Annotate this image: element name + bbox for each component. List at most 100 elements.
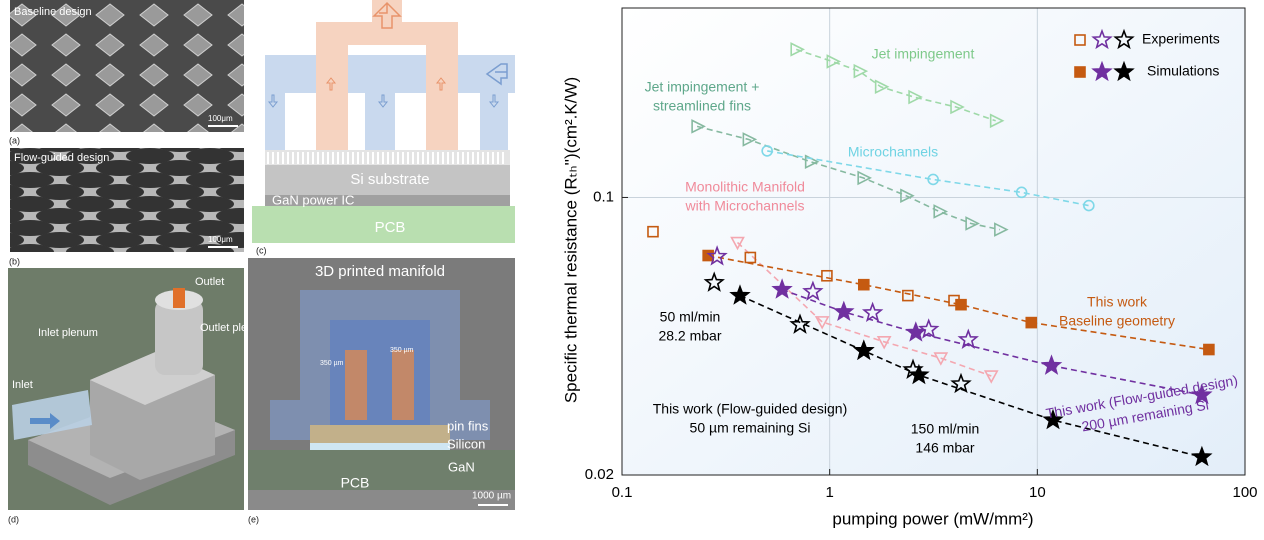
sem-image-a (10, 0, 244, 132)
legend-label: Simulations (1147, 63, 1219, 79)
fit-line (795, 48, 996, 122)
annotation: 146 mbar (915, 440, 974, 456)
layer-label: Silicon (447, 436, 485, 451)
marker (789, 313, 811, 334)
y-tick-label: 0.1 (593, 188, 614, 205)
annotation: Jet impingement + (645, 79, 760, 95)
marker (933, 204, 949, 219)
marker (1015, 186, 1028, 199)
layer-label: PCB (375, 219, 406, 236)
marker (1113, 60, 1135, 82)
layer-label: pin fins (447, 418, 489, 433)
marker (1203, 343, 1215, 356)
fit-line (767, 150, 1089, 207)
marker (950, 99, 965, 115)
marker (833, 300, 855, 322)
annotation: Baseline geometry (1059, 313, 1175, 329)
legend: Experiments Simulations (1074, 28, 1220, 82)
marker (857, 278, 870, 291)
marker (989, 113, 1005, 129)
marker (874, 79, 890, 95)
annotation: 150 ml/min (911, 421, 979, 437)
x-tick-label: 1 (825, 484, 833, 501)
marker (957, 328, 979, 349)
panel-label: (e) (248, 514, 259, 524)
callout: Inlet plenum (38, 327, 98, 339)
schematic-c (252, 0, 515, 243)
marker (814, 316, 830, 330)
x-tick-label: 0.1 (612, 484, 633, 501)
pitch-label: 350 µm (320, 360, 344, 367)
marker (857, 170, 872, 186)
annotation: streamlined fins (653, 98, 751, 114)
marker (729, 284, 751, 305)
pitch-label: 350 µm (390, 347, 414, 354)
marker (790, 42, 805, 57)
scale-label: 100μm (208, 235, 233, 244)
marker (918, 318, 940, 339)
annotation: 28.2 mbar (658, 328, 721, 344)
marker (927, 173, 939, 186)
marker (1074, 34, 1086, 46)
panel-label: (b) (9, 256, 20, 266)
y-axis-label: Specific thermal resistance (Rₜₕ'')(cm².… (561, 77, 580, 403)
x-tick-label: 10 (1029, 484, 1046, 501)
marker (802, 280, 824, 301)
annotation: This work (Flow-guided design) (653, 401, 848, 417)
marker (706, 245, 728, 266)
layer-label: GaN power IC (272, 192, 354, 207)
annotation: Jet impingement (872, 46, 975, 62)
panel-title: 3D printed manifold (315, 263, 445, 280)
panel-title: Flow-guided design (14, 152, 109, 164)
layer-label: GaN (448, 459, 475, 474)
marker (647, 225, 659, 238)
marker (902, 289, 914, 302)
render-d (8, 268, 244, 510)
annotation: 50 µm remaining Si (690, 420, 811, 436)
annotation: Microchannels (848, 144, 938, 160)
marker (900, 188, 915, 204)
fit-line (708, 254, 1210, 351)
marker (703, 271, 725, 292)
marker (742, 132, 758, 147)
panel-label: (c) (256, 245, 267, 255)
panel-label: (d) (8, 514, 19, 524)
marker (950, 372, 972, 394)
layer-label: PCB (341, 475, 370, 491)
marker (853, 63, 869, 79)
marker (691, 119, 706, 134)
sem-image-b (10, 148, 244, 252)
panel-title: Baseline design (14, 6, 92, 18)
x-tick-label: 100 (1232, 484, 1257, 501)
marker (730, 236, 745, 251)
scale-label: 1000 µm (472, 491, 511, 502)
callout: Inlet (12, 379, 33, 391)
marker (853, 339, 875, 360)
marker (744, 251, 757, 264)
marker (1074, 66, 1086, 78)
legend-label: Experiments (1142, 31, 1220, 47)
marker (876, 335, 892, 350)
annotation: This work (1087, 294, 1148, 310)
cross-section-e (248, 258, 515, 510)
marker (1091, 28, 1113, 50)
scale-label: 100μm (208, 114, 233, 123)
marker (1091, 60, 1113, 82)
layer-label: Si substrate (350, 171, 429, 188)
marker (1191, 383, 1213, 405)
marker (933, 352, 949, 366)
x-axis-label: pumping power (mW/mm²) (832, 509, 1033, 528)
marker (826, 54, 842, 69)
marker (965, 216, 980, 231)
marker (1042, 408, 1064, 430)
marker (761, 145, 773, 157)
marker (771, 278, 793, 299)
marker (955, 298, 967, 311)
annotation: with Microchannels (684, 198, 804, 214)
annotation: Monolithic Manifold (685, 179, 805, 195)
annotation: 50 ml/min (660, 309, 721, 325)
marker (905, 321, 927, 342)
marker (702, 249, 714, 262)
marker (1113, 28, 1135, 50)
